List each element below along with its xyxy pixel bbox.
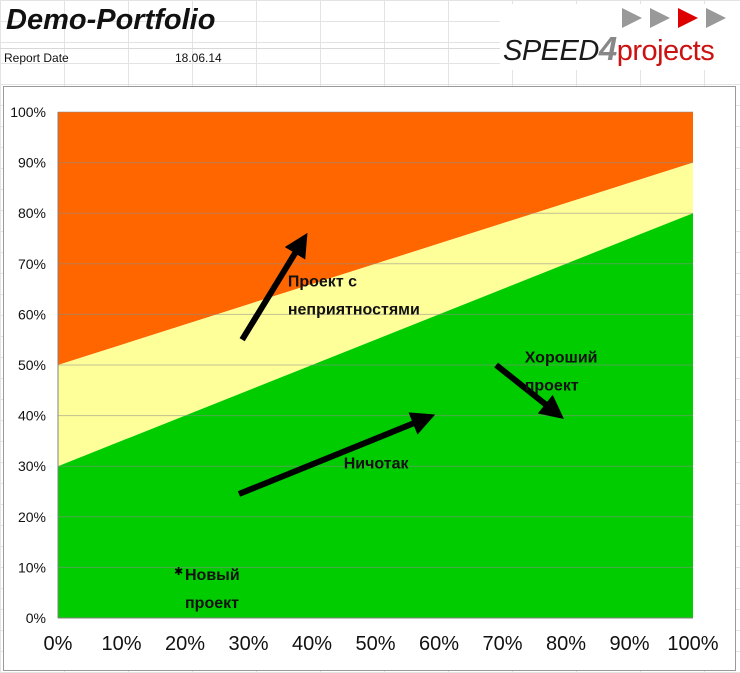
- annotation-label: Хороший: [525, 349, 598, 366]
- x-tick-label: 50%: [355, 633, 395, 655]
- x-tick-label: 20%: [165, 633, 205, 655]
- y-tick-label: 40%: [18, 408, 46, 424]
- y-tick-label: 60%: [18, 306, 46, 322]
- annotation-label: Новый: [185, 567, 240, 584]
- x-tick-label: 80%: [546, 633, 586, 655]
- header-divider: [0, 48, 500, 49]
- trend-arrow-3: [494, 362, 564, 420]
- y-tick-label: 90%: [18, 155, 46, 171]
- report-date-value[interactable]: 18.06.14: [175, 51, 222, 65]
- x-tick-label: 100%: [667, 633, 718, 655]
- annotation-label: неприятностями: [288, 302, 420, 319]
- x-tick-label: 90%: [609, 633, 649, 655]
- x-tick-label: 60%: [419, 633, 459, 655]
- zone-band-1: [58, 112, 693, 365]
- x-tick-label: 0%: [44, 633, 73, 655]
- portfolio-chart: 0% 10% 20% 30% 40% 50% 60% 70% 80% 90% 100% 0% 10% 20…: [10, 104, 719, 655]
- report-header: Demo-Portfolio Report Date 18.06.14 SPEE…: [0, 0, 740, 72]
- x-tick-label: 30%: [228, 633, 268, 655]
- trend-arrow-1: [239, 232, 308, 342]
- logo-projects: projects: [616, 35, 715, 67]
- project-point-marker: ✱: [174, 565, 183, 578]
- y-tick-label: 50%: [18, 357, 46, 373]
- trend-arrow-2: [237, 412, 436, 497]
- x-tick-label: 10%: [101, 633, 141, 655]
- logo-text: SPEED4projects: [503, 30, 715, 68]
- page-title: Demo-Portfolio: [6, 4, 216, 36]
- y-tick-label: 30%: [18, 458, 46, 474]
- logo-arrow-2: [650, 8, 670, 28]
- x-tick-label: 40%: [292, 633, 332, 655]
- annotation-label: проект: [525, 377, 579, 394]
- logo-arrow-3: [678, 8, 698, 28]
- y-tick-label: 10%: [18, 559, 46, 575]
- y-tick-label: 80%: [18, 205, 46, 221]
- speed4projects-logo: SPEED4projects: [500, 4, 740, 70]
- annotation-label: проект: [185, 595, 239, 612]
- annotation-label: Ничотак: [344, 456, 410, 473]
- logo-four: 4: [598, 30, 617, 67]
- logo-speed: SPEED: [503, 35, 599, 67]
- y-tick-label: 0%: [26, 610, 46, 626]
- y-tick-label: 100%: [10, 104, 46, 120]
- logo-arrow-4: [706, 8, 726, 28]
- y-tick-label: 70%: [18, 256, 46, 272]
- logo-arrow-1: [622, 8, 642, 28]
- report-date-label: Report Date: [4, 51, 69, 65]
- x-tick-label: 70%: [482, 633, 522, 655]
- y-tick-label: 20%: [18, 509, 46, 525]
- annotation-label: Проект с: [288, 274, 357, 291]
- logo-play-arrows-icon: [622, 8, 726, 28]
- chart-area: 0% 10% 20% 30% 40% 50% 60% 70% 80% 90% 100% 0% 10% 20…: [3, 86, 736, 671]
